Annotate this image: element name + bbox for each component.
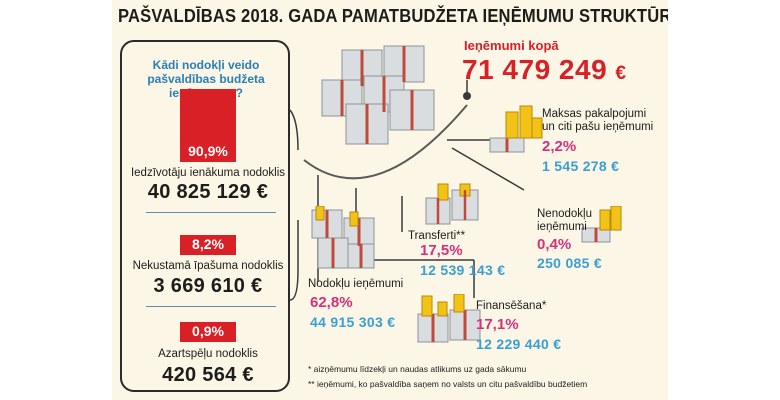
footnote-1: * aizņēmumu līdzekļi un naudas atlikums … [308, 364, 527, 374]
category-label-nenodoklu: Nenodokļu ieņēmumi [537, 208, 592, 234]
category-pct-nodoklu: 62,8% [310, 294, 353, 311]
tax-label-gambling: Azartspēļu nodoklis [158, 348, 258, 360]
money-stack-icon [425, 183, 479, 225]
tax-value-gambling: 420 564 € [162, 364, 254, 386]
money-stack-icon [417, 294, 481, 343]
category-pct-finansesana: 17,1% [476, 316, 519, 333]
total-currency: € [615, 63, 627, 84]
category-label-transferti: Transferti** [408, 230, 466, 242]
category-pct-transferti: 17,5% [420, 242, 463, 259]
tax-value-property: 3 669 610 € [153, 275, 263, 297]
footnote-2: ** ieņēmumi, ko pašvaldība saņem no vals… [308, 379, 588, 389]
tax-pct-income: 90,9% [188, 143, 228, 159]
coins-money-icon [581, 206, 622, 243]
category-value-transferti: 12 539 143 € [420, 262, 506, 278]
tax-bar-property: 8,2% [180, 235, 236, 255]
tax-bar-income: 90,9% [180, 89, 236, 162]
label-line: un citi pašu ieņēmumi [542, 121, 654, 133]
tax-breakdown-panel [120, 40, 290, 392]
coins-money-icon [489, 105, 543, 153]
tax-pct-gambling: 0,9% [192, 323, 224, 339]
infographic-title: PAŠVALDĪBAS 2018. GADA PAMATBUDŽETA IEŅĒ… [118, 6, 668, 26]
category-pct-nenodoklu: 0,4% [537, 236, 572, 253]
infographic-frame: PAŠVALDĪBAS 2018. GADA PAMATBUDŽETA IEŅĒ… [112, 0, 668, 400]
tax-label-income: Iedzīvotāju ienākuma nodoklis [130, 167, 286, 179]
tax-value-income: 40 825 129 € [147, 181, 269, 203]
label-line: Maksas pakalpojumi [542, 108, 647, 120]
category-value-nodoklu: 44 915 303 € [310, 314, 396, 330]
category-label-maksas: Maksas pakalpojumi un citi pašu ieņēmumi [542, 108, 653, 134]
category-pct-maksas: 2,2% [542, 138, 577, 155]
total-value: 71 479 249 € [462, 54, 627, 86]
divider [146, 212, 276, 213]
category-label-nodoklu: Nodokļu ieņēmumi [308, 278, 404, 290]
money-stack-icon [321, 45, 435, 145]
tax-pct-property: 8,2% [192, 236, 224, 252]
total-amount: 71 479 249 [462, 54, 608, 85]
label-line: ieņēmumi [537, 221, 587, 233]
category-value-nenodoklu: 250 085 € [537, 255, 602, 271]
tax-bar-gambling: 0,9% [180, 322, 236, 342]
category-value-finansesana: 12 229 440 € [476, 336, 562, 352]
category-label-finansesana: Finansēšana* [476, 300, 547, 312]
divider [146, 306, 276, 307]
total-label: Ieņēmumi kopā [464, 38, 559, 53]
tax-label-property: Nekustamā īpašuma nodoklis [132, 260, 284, 272]
money-stack-icon [311, 206, 375, 269]
category-value-maksas: 1 545 278 € [542, 158, 620, 174]
label-line: Nenodokļu [537, 208, 592, 220]
